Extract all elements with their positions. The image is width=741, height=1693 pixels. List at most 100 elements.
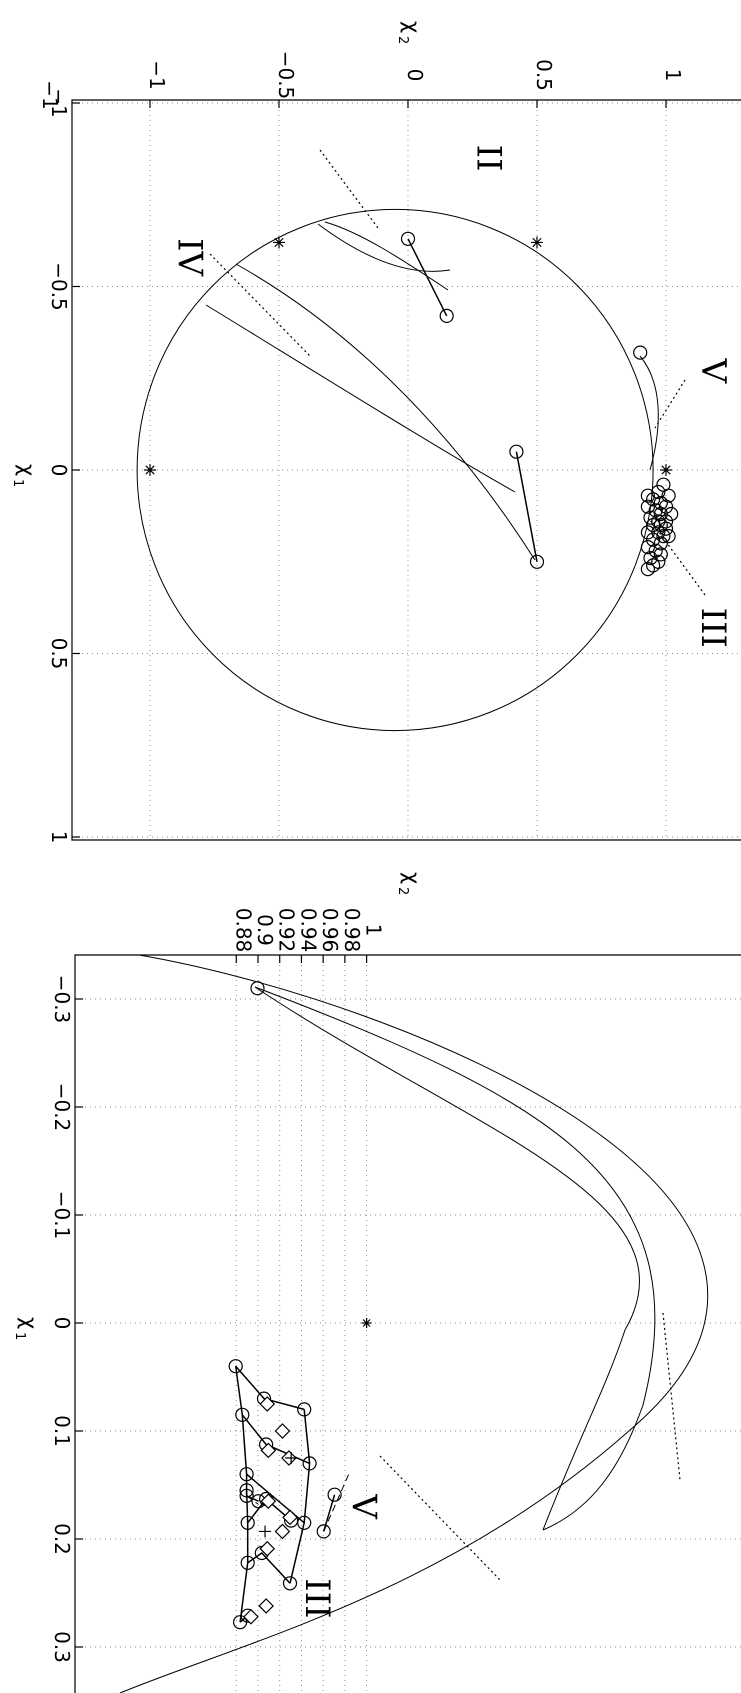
- top-y-tick-label: 0.5: [532, 59, 556, 91]
- top-series-point: [640, 561, 656, 577]
- bottom-x-tick-label: −0.2: [50, 1083, 74, 1132]
- top-annotation-leader: [649, 519, 706, 596]
- bottom-diamond-point: [274, 1523, 291, 1540]
- bottom-y-tick-label: 0.94: [296, 908, 320, 953]
- bottom-x-tick-label: 0.3: [50, 1631, 74, 1663]
- top-xlabel-main: χ: [15, 464, 39, 476]
- bottom-dashed-line: [246, 1495, 259, 1505]
- bottom-series-line: [241, 1414, 310, 1465]
- bottom-series-point: [316, 1524, 331, 1539]
- bottom-ylabel-sub: 2: [395, 887, 410, 895]
- top-characteristic-curve: [639, 355, 659, 471]
- bottom-characteristic-curve: [254, 986, 640, 1531]
- bottom-series-point: [282, 1576, 298, 1591]
- bottom-annotation-leader: [662, 1312, 681, 1481]
- top-xlabel-sub: 1: [10, 479, 25, 487]
- top-series-point: [640, 488, 656, 503]
- bottom-diamond-point: [243, 1608, 259, 1625]
- bottom-x-tick-label: 0.1: [50, 1415, 74, 1447]
- bottom-series-point: [240, 1555, 255, 1570]
- bottom-series-point: [235, 1407, 250, 1422]
- bottom-panel: −0.3−0.2−0.100.10.20.30.880.90.920.940.9…: [12, 872, 741, 1693]
- top-series-point: [661, 528, 676, 544]
- top-boundary-circle: [136, 208, 654, 732]
- top-characteristic-curve: [235, 263, 536, 561]
- top-series-line: [515, 451, 538, 562]
- top-region-label: IV: [169, 238, 209, 277]
- top-characteristic-curve: [205, 304, 516, 493]
- top-series-point: [653, 506, 668, 522]
- bottom-y-tick-label: 0.98: [340, 908, 364, 953]
- top-series-point: [643, 510, 658, 525]
- top-axis-label-x: χ 1: [10, 464, 39, 487]
- top-annotation-leader: [654, 379, 686, 429]
- bottom-diamond-point: [258, 1598, 274, 1614]
- top-annotation-leader: [209, 253, 311, 357]
- bottom-series-point: [250, 981, 265, 996]
- top-x-tick-label: −1: [47, 88, 71, 117]
- top-y-tick-label: −1: [145, 60, 169, 89]
- top-series-point: [651, 514, 666, 529]
- bottom-x-tick-label: −0.3: [50, 975, 74, 1024]
- bottom-series-line: [235, 1365, 305, 1411]
- top-series-point: [645, 492, 661, 507]
- bottom-series-line: [247, 1552, 291, 1584]
- top-y-tick-label: −0.5: [274, 51, 298, 100]
- bottom-envelope-line: [234, 1366, 249, 1623]
- bottom-axis-label-y: χ 2: [395, 872, 424, 895]
- top-star-point: [660, 464, 672, 476]
- top-star-point: [531, 236, 543, 249]
- top-series-point: [640, 525, 656, 540]
- bottom-xlabel-main: χ: [17, 1317, 41, 1329]
- bottom-plus-mark: [259, 1525, 272, 1538]
- top-axis-label-y: χ 2: [395, 21, 424, 44]
- bottom-xlabel-sub: 1: [12, 1332, 27, 1340]
- top-x-tick-label: −0.5: [47, 262, 71, 311]
- bottom-x-tick-label: 0: [50, 1317, 74, 1330]
- top-star-point: [144, 464, 156, 476]
- top-series-point: [633, 345, 648, 360]
- top-x-tick-label: 0.5: [47, 638, 71, 670]
- bottom-axis-label-x: χ 1: [12, 1317, 41, 1340]
- top-series-point: [656, 528, 671, 544]
- bottom-series-point: [239, 1467, 254, 1482]
- top-star-point: [273, 236, 285, 249]
- bottom-y-tick-label: 0.96: [318, 908, 342, 953]
- top-characteristic-curve: [317, 223, 451, 272]
- bottom-star-point: [361, 1318, 372, 1328]
- bottom-diamond-point: [260, 1493, 277, 1510]
- top-series-point: [664, 506, 679, 522]
- top-series-point: [645, 532, 661, 547]
- bottom-ylabel-main: χ: [400, 872, 424, 884]
- top-series-point: [640, 539, 656, 555]
- top-y-axis-end-label: −1: [38, 80, 62, 109]
- top-series-point: [648, 503, 663, 518]
- top-series-point: [661, 488, 676, 503]
- top-y-tick-label: 1: [661, 69, 685, 82]
- top-series-point: [645, 517, 661, 533]
- top-series-point: [653, 536, 668, 551]
- top-ylabel-sub: 2: [395, 36, 410, 44]
- bottom-characteristic-curve: [119, 954, 709, 1693]
- top-region-label: III: [693, 608, 733, 648]
- top-y-tick-label: 0: [403, 69, 427, 82]
- bottom-y-tick-label: 0.88: [231, 908, 255, 953]
- bottom-series-point: [327, 1487, 342, 1502]
- top-series-point: [439, 308, 454, 323]
- bottom-diamond-point: [282, 1509, 298, 1526]
- top-x-tick-label: 0: [47, 464, 71, 477]
- top-series-point: [653, 547, 668, 562]
- bottom-diamond-point: [259, 1396, 276, 1412]
- top-series-point: [658, 514, 674, 529]
- bottom-x-tick-label: 0.2: [50, 1523, 74, 1555]
- top-series-point: [651, 525, 666, 540]
- bottom-annotation-leader: [379, 1455, 501, 1581]
- top-series-point: [640, 499, 656, 514]
- top-region-label: II: [469, 145, 509, 172]
- bottom-x-tick-label: −0.1: [50, 1191, 74, 1240]
- top-series-line: [407, 238, 448, 317]
- bottom-diamond-point: [260, 1442, 277, 1459]
- bottom-series-point: [240, 1515, 255, 1530]
